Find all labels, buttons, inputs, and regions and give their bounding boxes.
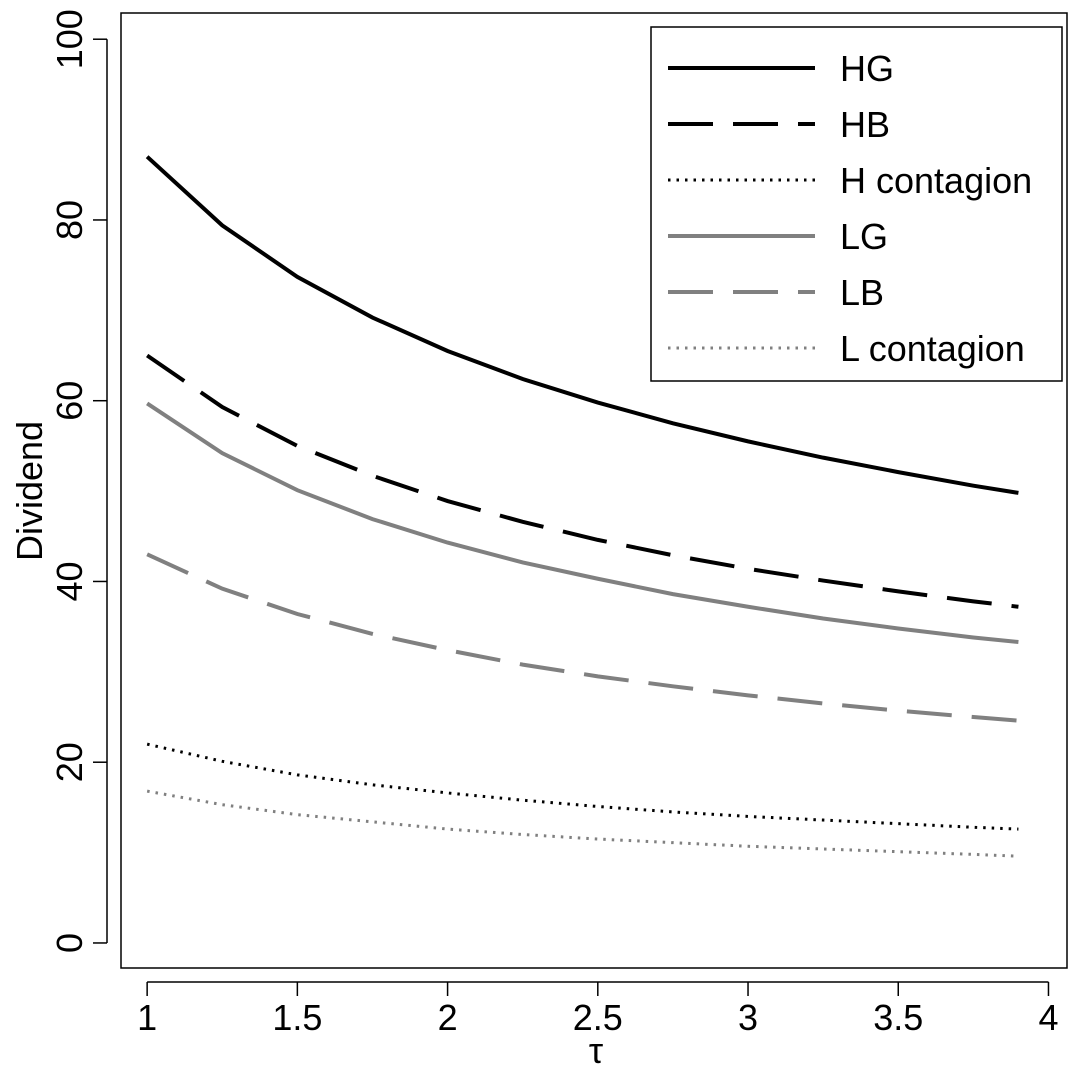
- x-tick-label: 2.5: [573, 997, 623, 1038]
- series-line: [146, 552, 1019, 723]
- x-axis-label: τ: [589, 1030, 603, 1071]
- y-axis-label: Dividend: [9, 421, 50, 561]
- plot-box: [120, 12, 1068, 969]
- legend-label: LB: [840, 272, 884, 313]
- y-tick-label: 60: [49, 381, 90, 421]
- legend-box: [650, 26, 1063, 382]
- legend-label: LG: [840, 216, 888, 257]
- x-tick-label: 1: [137, 997, 157, 1038]
- y-tick-label: 80: [49, 200, 90, 240]
- series-line: [146, 789, 1019, 858]
- series-line: [146, 401, 1019, 645]
- x-tick-label: 3.5: [873, 997, 923, 1038]
- series-line: [146, 353, 1019, 609]
- legend-label: H contagion: [840, 160, 1032, 201]
- x-tick-label: 4: [1038, 997, 1058, 1038]
- y-tick-label: 20: [49, 742, 90, 782]
- series-line: [145, 155, 1019, 495]
- legend-label: HG: [840, 48, 894, 89]
- x-tick-label: 2: [438, 997, 458, 1038]
- y-tick-label: 0: [49, 933, 90, 953]
- x-tick-label: 1.5: [272, 997, 322, 1038]
- legend-label: HB: [840, 104, 890, 145]
- x-tick-label: 3: [738, 997, 758, 1038]
- y-tick-label: 40: [49, 561, 90, 601]
- y-tick-label: 100: [49, 9, 90, 69]
- series-line: [146, 742, 1019, 831]
- legend-label: L contagion: [840, 328, 1025, 369]
